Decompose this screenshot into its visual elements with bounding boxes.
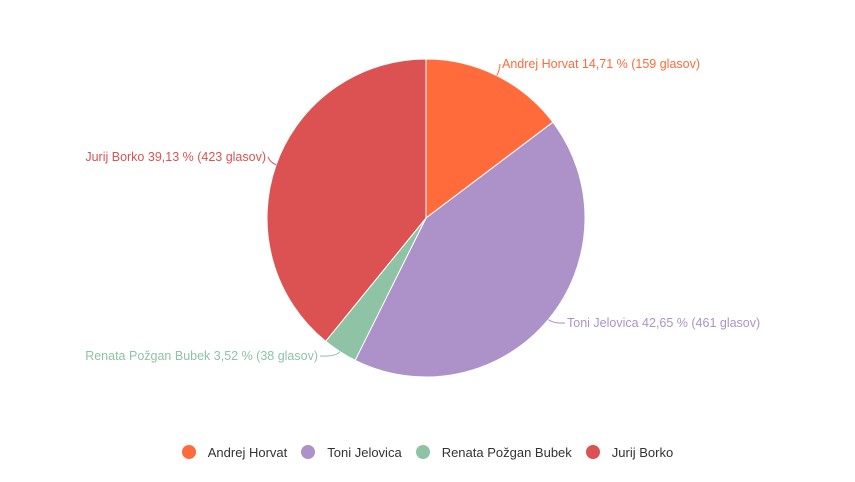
pie-slices xyxy=(266,58,586,378)
legend-swatch-toni-jelovica xyxy=(301,445,316,459)
slice-labels: Andrej Horvat 14,71 % (159 glasov) Toni J… xyxy=(85,57,760,363)
legend-item-andrej-horvat[interactable]: Andrej Horvat xyxy=(181,444,288,460)
slice-label-andrej-horvat: Andrej Horvat 14,71 % (159 glasov) xyxy=(502,57,700,71)
label-leaders xyxy=(267,63,566,357)
legend-swatch-andrej-horvat xyxy=(181,445,196,459)
legend-swatch-jurij-borko xyxy=(585,445,600,459)
legend-item-jurij-borko[interactable]: Jurij Borko xyxy=(585,444,674,460)
pie-slice-toni-jelovica[interactable] xyxy=(354,121,586,378)
slice-label-jurij-borko: Jurij Borko 39,13 % (423 glasov) xyxy=(85,150,266,164)
leader-line-toni-jelovica xyxy=(547,319,566,324)
leader-line-jurij-borko xyxy=(267,156,277,166)
slice-label-toni-jelovica: Toni Jelovica 42,65 % (461 glasov) xyxy=(567,316,760,330)
legend-label-toni-jelovica: Toni Jelovica xyxy=(327,444,402,460)
legend-label-renata-pozgan-bubek: Renata Požgan Bubek xyxy=(441,444,572,460)
legend-item-toni-jelovica[interactable]: Toni Jelovica xyxy=(301,444,402,460)
legend-label-andrej-horvat: Andrej Horvat xyxy=(207,444,288,460)
legend-swatch-renata-pozgan-bubek xyxy=(415,445,430,459)
legend-item-renata-pozgan-bubek[interactable]: Renata Požgan Bubek xyxy=(415,444,572,460)
legend: Andrej Horvat Toni Jelovica Renata Požga… xyxy=(0,440,855,464)
leader-line-renata-po-gan-bubek xyxy=(319,351,341,357)
legend-label-jurij-borko: Jurij Borko xyxy=(611,444,674,460)
slice-label-renata-po-gan-bubek: Renata Požgan Bubek 3,52 % (38 glasov) xyxy=(85,349,318,363)
leader-line-andrej-horvat xyxy=(496,63,501,76)
